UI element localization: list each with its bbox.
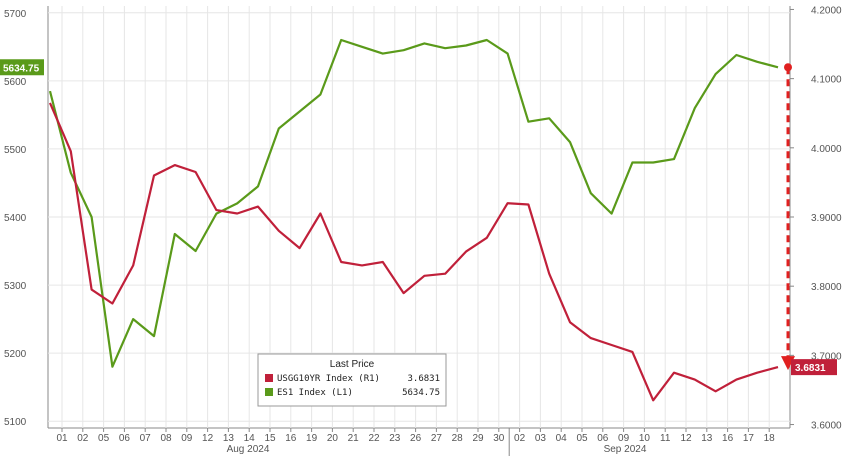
x-tick-label: 10	[639, 433, 651, 444]
x-tick-label: 19	[306, 433, 318, 444]
left-last-value-tag	[0, 59, 44, 76]
x-tick-label: 13	[701, 433, 713, 444]
y-left-tick-label: 5300	[4, 281, 27, 292]
y-right-tick-label: 4.2000	[811, 5, 842, 16]
y-right-tick-label: 3.6000	[811, 421, 842, 432]
x-tick-label: 16	[285, 433, 297, 444]
y-right-tick-label: 3.9000	[811, 213, 842, 224]
legend-box	[257, 353, 447, 407]
x-tick-label: 05	[576, 433, 588, 444]
x-tick-label: 18	[764, 433, 776, 444]
x-tick-label: 08	[160, 433, 172, 444]
last-value-tags: 5634.75 3.6831	[0, 59, 837, 376]
x-tick-label: 09	[618, 433, 630, 444]
month-label-aug: Aug 2024	[227, 444, 270, 455]
legend-entry-label: USGG10YR Index (R1)	[277, 374, 380, 384]
y-right-tick-label: 3.8000	[811, 282, 842, 293]
y-left-tick-label: 5200	[4, 349, 27, 360]
y-right-tick-label: 4.0000	[811, 144, 842, 155]
legend-entry-label: ES1 Index (L1)	[277, 388, 353, 398]
series-lines	[48, 38, 779, 402]
x-tick-label: 17	[743, 433, 755, 444]
x-tick-label: 14	[244, 433, 256, 444]
x-tick-label: 07	[140, 433, 152, 444]
x-tick-label: 11	[660, 433, 671, 444]
x-tick-label: 16	[722, 433, 734, 444]
x-tick-label: 29	[472, 433, 484, 444]
x-tick-label: 06	[597, 433, 609, 444]
x-tick-label: 12	[202, 433, 214, 444]
y-left-tick-label: 5700	[4, 9, 27, 20]
x-tick-label: 27	[431, 433, 443, 444]
legend-entry-value: 3.6831	[407, 374, 440, 384]
series-line-usgg10yr	[48, 102, 779, 402]
y-left-tick-label: 5400	[4, 213, 27, 224]
x-tick-label: 15	[264, 433, 276, 444]
x-tick-label: 05	[98, 433, 110, 444]
right-last-value-text: 3.6831	[795, 363, 826, 374]
axis-ticks: 01 02 05 06 07 08 09 12 13 14 15 16 19 20 21 22 23 26 27 28…	[4, 5, 842, 456]
series-line-es1	[48, 38, 779, 368]
x-tick-label: 06	[119, 433, 131, 444]
x-tick-label: 04	[556, 433, 568, 444]
x-tick-label: 02	[77, 433, 89, 444]
x-tick-label: 23	[389, 433, 401, 444]
x-tick-label: 22	[368, 433, 380, 444]
month-label-sep: Sep 2024	[604, 444, 647, 455]
y-left-tick-label: 5600	[4, 77, 27, 88]
y-right-tick-label: 4.1000	[811, 75, 842, 86]
x-tick-label: 12	[680, 433, 692, 444]
y-left-tick-label: 5500	[4, 145, 27, 156]
legend-swatch	[265, 388, 273, 396]
right-last-value-tag	[791, 359, 837, 376]
x-tick-label: 02	[514, 433, 526, 444]
x-tick-label: 28	[452, 433, 464, 444]
legend-swatch	[265, 374, 273, 382]
y-left-tick-label: 5100	[4, 417, 27, 428]
x-tick-label: 26	[410, 433, 422, 444]
legend-entry-value: 5634.75	[402, 388, 440, 398]
legend: Last Price USGG10YR Index (R1) 3.6831 ES1 I…	[257, 353, 447, 407]
x-tick-label: 09	[181, 433, 193, 444]
left-last-value-text: 5634.75	[3, 63, 40, 74]
x-tick-label: 20	[327, 433, 339, 444]
x-tick-label: 01	[56, 433, 68, 444]
x-tick-label: 13	[223, 433, 235, 444]
legend-title: Last Price	[330, 359, 375, 370]
x-tick-label: 21	[348, 433, 360, 444]
y-right-tick-label: 3.7000	[811, 351, 842, 362]
x-tick-label: 30	[493, 433, 505, 444]
x-tick-label: 03	[535, 433, 547, 444]
